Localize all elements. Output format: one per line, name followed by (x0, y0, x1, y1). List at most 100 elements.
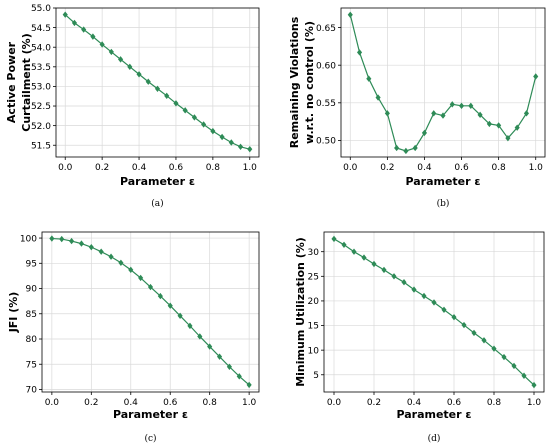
data-point-marker (207, 343, 213, 350)
x-axis-label: Parameter ε (113, 408, 188, 421)
y-tick-label: 53.0 (31, 83, 51, 93)
panel-a-active-power-curtailment: 0.0 0.2 0.4 0.6 0.8 1.0 51.5 52.0 52.5 53.0 53.5 54… (5, 4, 260, 209)
x-tick-label: 0.8 (206, 163, 221, 173)
y-tick-label: 51.5 (31, 141, 51, 151)
x-tick-label: 0.8 (491, 163, 506, 173)
data-point-marker (201, 121, 207, 128)
x-tick-label: 0.2 (380, 163, 394, 173)
data-point-marker (157, 292, 163, 300)
data-point-marker (177, 312, 183, 319)
x-axis-label: Parameter ε (120, 175, 195, 188)
data-point-marker (486, 120, 492, 128)
x-tick-label: 0.8 (203, 398, 218, 408)
panel-c-jfi: 0.0 0.2 0.4 0.6 0.8 1.0 70 75 80 85 90 95 100 Paramet… (7, 231, 260, 444)
y-tick-label: 95 (26, 259, 37, 269)
data-point-marker (69, 237, 75, 245)
series-line (349, 14, 537, 152)
y-tick-label: 52.0 (31, 122, 51, 132)
data-point-marker (187, 322, 193, 330)
y-tick-label: 54.5 (31, 24, 51, 34)
data-point-marker (228, 139, 234, 146)
data-point-marker (182, 107, 188, 114)
data-point-marker (99, 41, 105, 48)
x-tick-label: 0.6 (169, 163, 184, 173)
data-point-marker (421, 292, 427, 300)
x-tick-label: 0.2 (95, 163, 109, 173)
x-tick-label: 0.4 (417, 163, 432, 173)
data-point-marker (247, 145, 253, 153)
data-point-marker (458, 102, 465, 110)
data-point-marker (167, 302, 173, 309)
y-tick-label: 52.5 (31, 102, 51, 112)
data-point-marker (236, 373, 242, 380)
y-tick-label: 20 (308, 297, 320, 307)
data-point-marker (381, 266, 387, 274)
data-point-marker (461, 321, 467, 329)
x-tick-label: 1.0 (527, 398, 542, 408)
data-point-marker (59, 235, 65, 243)
data-point-marker (471, 329, 477, 337)
y-axis-label: JFI (%) (7, 292, 20, 334)
x-tick-label: 0.0 (327, 398, 342, 408)
y-tick-label: 70 (26, 386, 38, 396)
x-tick-label: 0.4 (124, 398, 139, 408)
y-tick-label: 55.0 (31, 4, 51, 14)
x-tick-label: 0.8 (487, 398, 502, 408)
x-tick-label: 0.4 (132, 163, 147, 173)
y-axis-label: Curtailment (%) (20, 33, 33, 131)
data-point-marker (197, 333, 203, 340)
y-axis-label: Active Power (5, 41, 18, 123)
data-point-marker (331, 235, 337, 243)
data-point-marker (118, 56, 124, 63)
y-tick-label: 75 (26, 360, 37, 370)
data-point-marker (481, 337, 487, 344)
x-tick-label: 1.0 (242, 398, 257, 408)
data-point-marker (108, 48, 114, 56)
y-axis-label: w.r.t. no control (%) (303, 21, 316, 144)
data-point-marker (371, 260, 377, 268)
data-point-marker (531, 381, 537, 389)
plot-frame (55, 7, 260, 158)
data-point-marker (347, 11, 353, 18)
y-tick-label: 10 (308, 346, 320, 356)
data-point-marker (90, 33, 96, 40)
data-point-marker (216, 353, 223, 360)
panel-b-remaining-violations: 0.0 0.2 0.4 0.6 0.8 1.0 0.50 0.55 0.60 0.65 Parame… (288, 7, 546, 209)
data-point-marker (401, 279, 407, 286)
data-point-marker (501, 353, 507, 361)
data-point-marker (366, 75, 372, 82)
panel-caption: (d) (428, 433, 441, 444)
y-axis-label: Minimum Utilization (%) (294, 237, 307, 387)
plot-frame (41, 231, 260, 393)
data-point-marker (361, 254, 367, 261)
x-tick-label: 0.2 (367, 398, 381, 408)
series-line (51, 237, 250, 386)
data-point-marker (128, 266, 134, 274)
data-point-marker (533, 73, 539, 80)
y-tick-label: 53.5 (31, 63, 51, 73)
data-point-marker (384, 110, 390, 117)
y-tick-label: 54.0 (31, 43, 51, 53)
data-point-marker (356, 49, 363, 56)
data-point-marker (523, 110, 530, 117)
data-point-marker (127, 63, 133, 71)
data-point-marker (226, 363, 232, 370)
data-point-marker (412, 144, 418, 152)
series-line (333, 238, 535, 386)
y-tick-label: 0.65 (316, 24, 336, 34)
y-tick-label: 85 (26, 310, 37, 320)
data-point-marker (108, 253, 114, 260)
data-point-marker (81, 26, 87, 33)
data-point-marker (164, 92, 170, 100)
data-point-marker (468, 102, 474, 110)
data-point-marker (375, 94, 381, 101)
x-tick-label: 0.2 (84, 398, 98, 408)
data-point-marker (210, 127, 216, 135)
data-point-marker (237, 143, 244, 151)
data-point-marker (496, 122, 502, 129)
x-tick-label: 0.0 (45, 398, 60, 408)
y-tick-label: 25 (308, 273, 319, 283)
y-tick-label: 15 (308, 322, 319, 332)
data-point-marker (246, 381, 252, 389)
data-point-marker (441, 306, 447, 313)
